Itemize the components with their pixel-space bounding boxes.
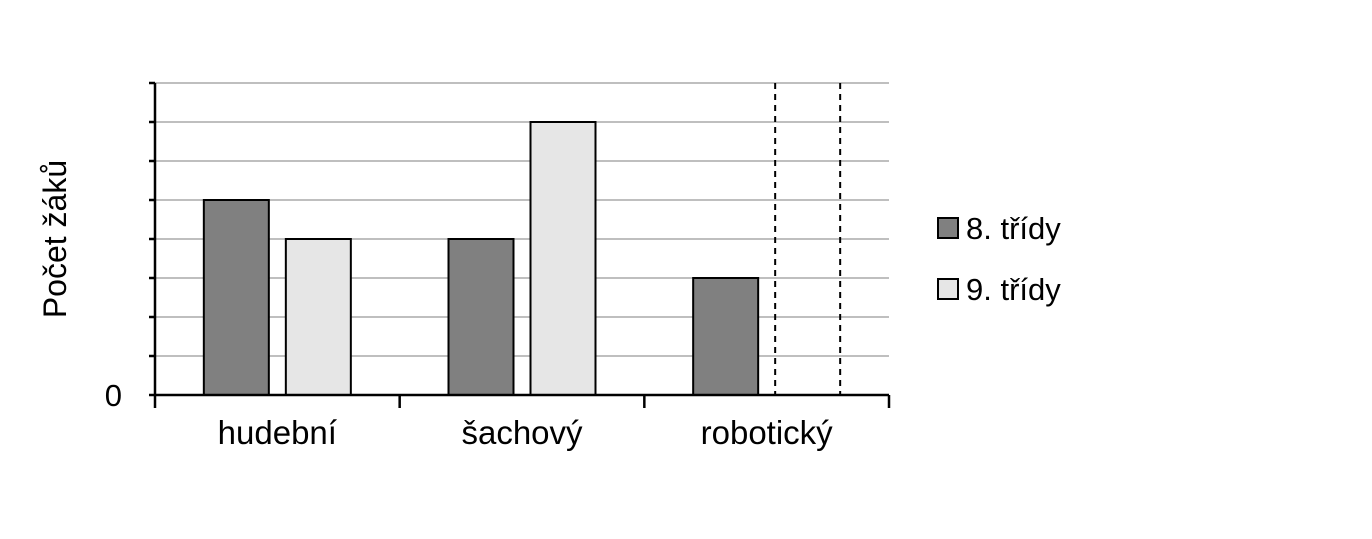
x-ticks xyxy=(153,395,891,408)
legend-label: 8. třídy xyxy=(966,211,1061,246)
bar xyxy=(202,199,270,396)
bar xyxy=(447,238,515,396)
y-tick-label-zero: 0 xyxy=(105,378,122,413)
legend: 8. třídy 9. třídy xyxy=(937,211,1061,307)
legend-label: 9. třídy xyxy=(966,272,1061,307)
y-ticks xyxy=(149,81,155,397)
gridlines xyxy=(155,82,889,357)
bars xyxy=(202,83,842,396)
bar xyxy=(529,121,597,396)
y-axis-label: Počet žáků xyxy=(37,160,73,318)
x-tick-labels: hudební šachový robotický xyxy=(218,414,833,451)
legend-swatch xyxy=(937,217,959,239)
legend-swatch xyxy=(937,278,959,300)
bar xyxy=(692,277,760,396)
category-label: hudební xyxy=(218,414,337,451)
category-label: robotický xyxy=(701,414,834,451)
category-label: šachový xyxy=(461,414,583,451)
bar xyxy=(284,238,352,396)
